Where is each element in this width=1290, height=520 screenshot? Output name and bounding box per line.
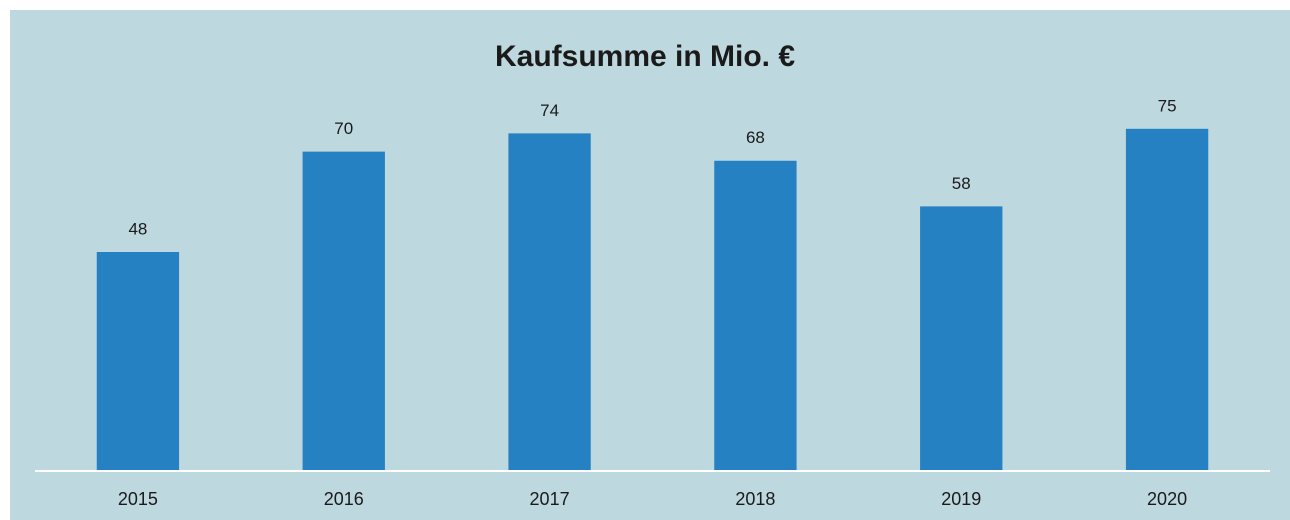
- bar: [96, 252, 180, 471]
- value-label: 68: [746, 128, 765, 147]
- value-label: 75: [1158, 96, 1177, 115]
- bar: [508, 133, 591, 471]
- bar: [302, 151, 385, 471]
- bar: [920, 206, 1003, 471]
- bar: [714, 160, 797, 471]
- x-tick-label: 2020: [1147, 489, 1187, 509]
- x-tick-label: 2015: [118, 489, 158, 509]
- x-tick-label: 2019: [941, 489, 981, 509]
- bar: [1125, 128, 1209, 471]
- x-tick-label: 2016: [324, 489, 364, 509]
- x-tick-label: 2017: [530, 489, 570, 509]
- chart-background: [10, 10, 1290, 520]
- value-label: 70: [334, 119, 353, 138]
- chart-title: Kaufsumme in Mio. €: [495, 40, 795, 73]
- value-label: 58: [952, 174, 971, 193]
- value-label: 48: [128, 219, 147, 238]
- value-label: 74: [540, 101, 559, 120]
- x-tick-label: 2018: [735, 489, 775, 509]
